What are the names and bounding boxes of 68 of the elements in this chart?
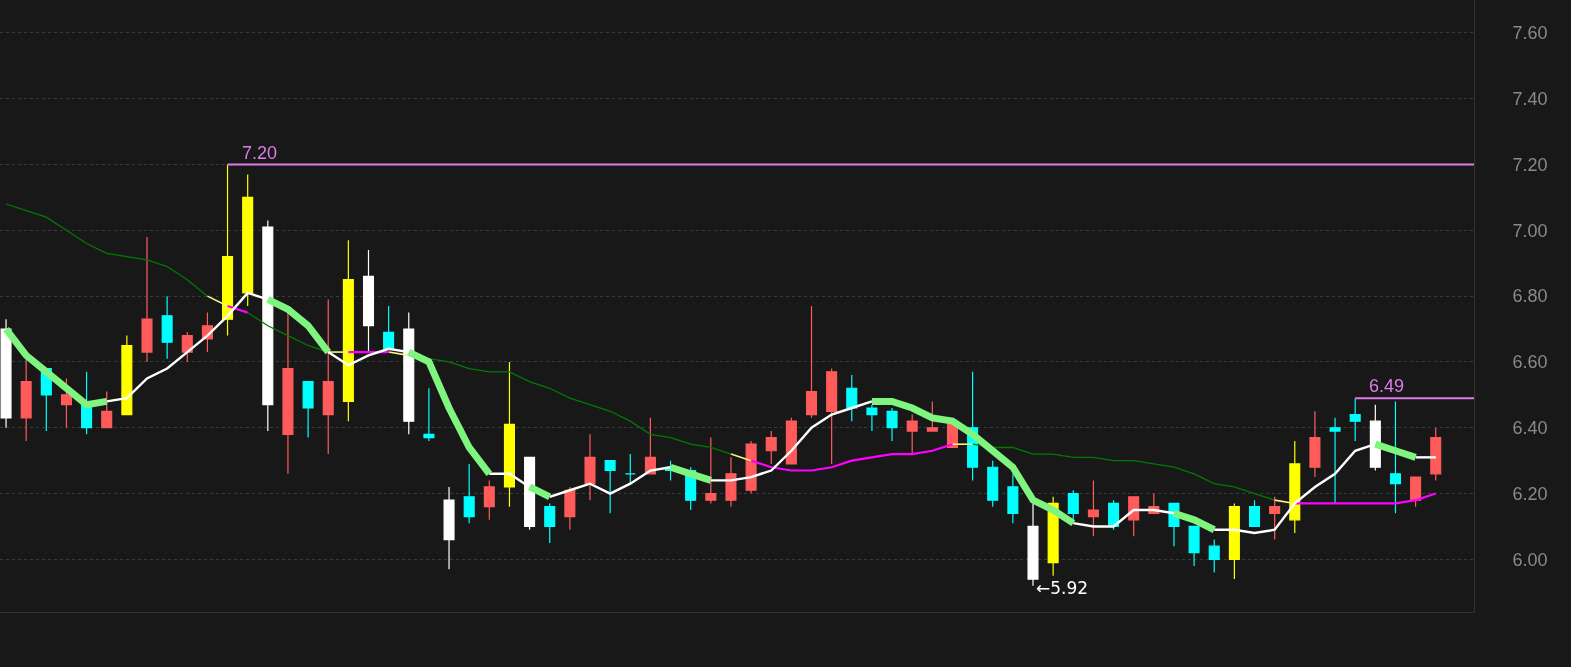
candlestick [322, 298, 334, 455]
candlestick [1349, 397, 1361, 442]
candlestick [926, 400, 938, 432]
y-tick-label: 6.00 [1512, 549, 1548, 570]
candlestick [1248, 499, 1261, 528]
candlestick [1067, 489, 1079, 521]
candlestick [745, 440, 757, 495]
candlestick [483, 479, 495, 521]
candlestick [121, 335, 133, 416]
candlestick [705, 437, 717, 505]
candlestick [805, 305, 818, 419]
candlestick [1027, 502, 1039, 587]
candlestick [846, 374, 858, 422]
candlestick [383, 305, 395, 350]
candlestick [1329, 417, 1341, 505]
y-tick-label: 6.40 [1512, 418, 1548, 439]
y-tick-label: 7.60 [1512, 23, 1548, 44]
y-tick-label: 7.40 [1512, 89, 1548, 110]
candlestick [101, 390, 113, 429]
candlestick [1007, 473, 1019, 524]
candlestick [161, 295, 173, 360]
candlestick [785, 417, 797, 465]
candlestick [20, 358, 32, 442]
candlestick [1389, 400, 1401, 514]
y-tick-label: 7.00 [1512, 220, 1548, 241]
candlestick [302, 381, 314, 439]
candlestick [544, 502, 556, 544]
candlestick [443, 486, 455, 570]
candlestick [1269, 496, 1281, 541]
candlestick [1309, 410, 1321, 478]
candlestick [60, 377, 72, 429]
candlestick [1289, 440, 1301, 534]
candlestick [222, 163, 234, 337]
candlestick [342, 239, 354, 422]
ref-line-label: 6.49 [1369, 376, 1405, 396]
candlestick [906, 413, 918, 455]
candlestick [1228, 502, 1240, 580]
candlestick [584, 433, 596, 501]
candlestick [564, 486, 576, 531]
candlestick [423, 387, 435, 442]
candlestick [1188, 525, 1200, 567]
candlestick [282, 311, 294, 475]
candlestick [866, 404, 878, 432]
candlestick [604, 460, 616, 514]
candlestick [725, 456, 737, 508]
candlestick [1087, 479, 1099, 537]
candlestick [886, 407, 898, 442]
candlestick [503, 361, 515, 508]
y-tick-label: 6.80 [1512, 286, 1548, 307]
candlestick [463, 463, 475, 524]
candlestick [624, 453, 636, 485]
candlestick [765, 430, 777, 465]
candlestick [1430, 427, 1442, 481]
candlestick [242, 173, 254, 307]
candlestick [362, 249, 375, 353]
candlestick [141, 236, 153, 363]
candlestick [181, 331, 193, 363]
y-tick-label: 7.20 [1512, 154, 1548, 175]
candlestick [987, 460, 999, 508]
y-tick-label: 6.60 [1512, 352, 1548, 373]
candlestick [1208, 539, 1220, 574]
candlestick [0, 318, 12, 429]
candlestick [826, 367, 838, 465]
annotation: ←5.92 [1036, 578, 1089, 598]
candlestick [1410, 476, 1422, 508]
candlestick [1128, 496, 1140, 537]
y-tick-label: 6.20 [1512, 483, 1548, 504]
ref-line-label: 7.20 [242, 143, 278, 163]
